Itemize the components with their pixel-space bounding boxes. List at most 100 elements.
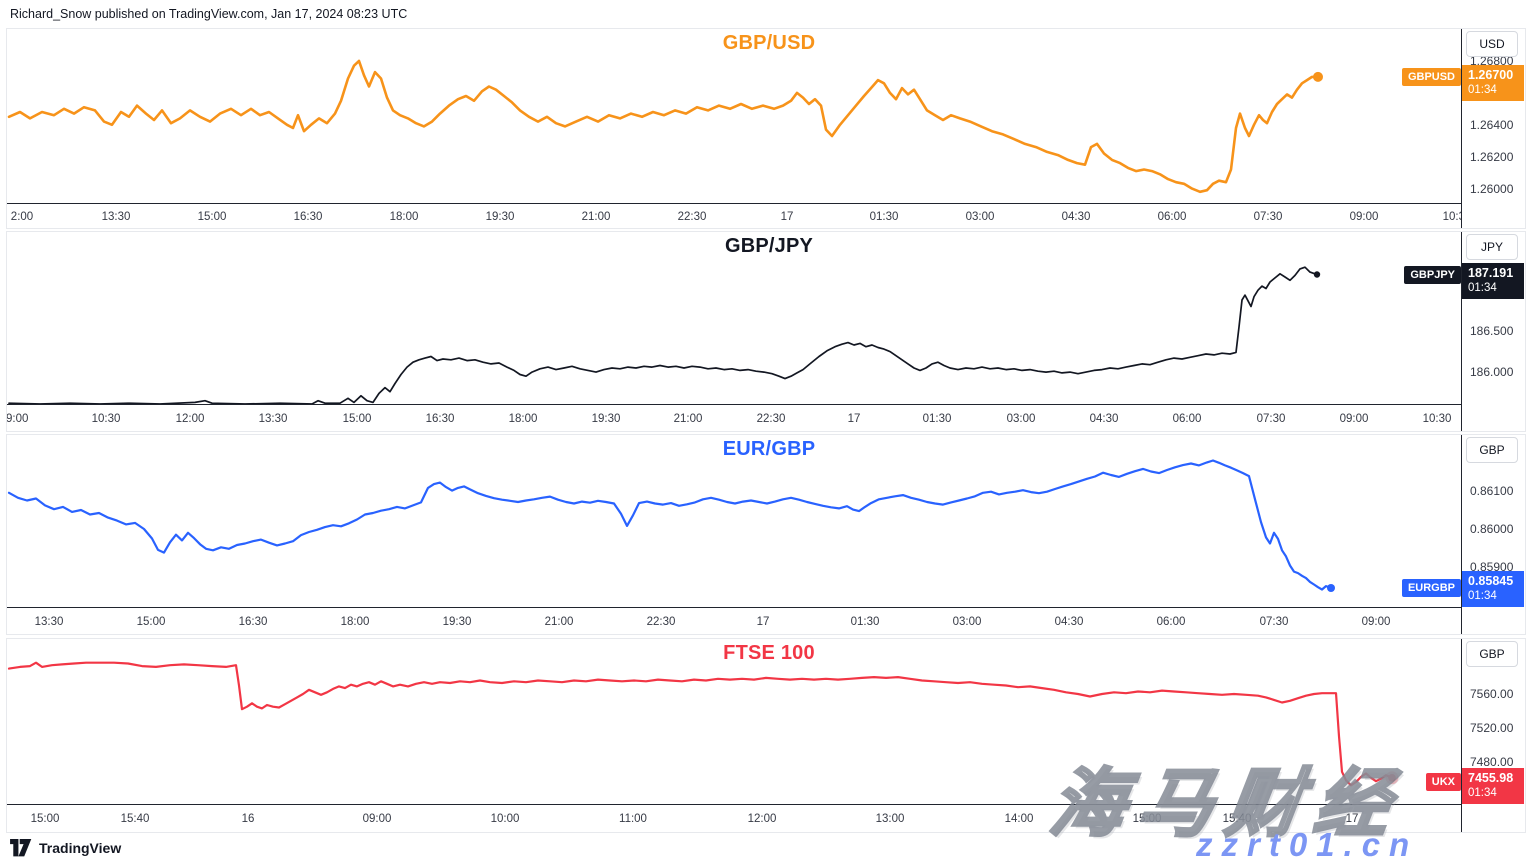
countdown-timer: 01:34 (1468, 590, 1497, 602)
price-axis-line (1461, 232, 1462, 431)
last-price-badge: 7455.98 01:34 (1462, 768, 1524, 804)
time-axis[interactable]: 13:30 15:00 16:30 18:00 19:30 21:00 22:30 17 01:… (7, 607, 1461, 634)
last-price-dot (1388, 774, 1396, 782)
time-axis-tick-label: 06:00 (1172, 412, 1202, 425)
time-axis-tick-label: 03:00 (1006, 412, 1036, 425)
price-axis-tick-label: 1.26200 (1470, 149, 1514, 164)
time-axis-tick-label: 19:30 (442, 615, 472, 628)
last-price-badge: 0.85845 01:34 (1462, 571, 1524, 607)
time-axis-tick-label: 14:00 (1004, 813, 1034, 825)
chart-plot-area[interactable]: FTSE 100 (7, 639, 1461, 804)
chart-panel-eurgbp: EUR/GBP 13:30 15:00 16:30 18:00 19:30 21:00 22… (6, 434, 1526, 635)
chart-title: GBP/JPY (724, 235, 814, 257)
chart-panel-gbpusd: GBP/USD 2:00 13:30 15:00 16:30 18:00 19:30 21:… (6, 28, 1526, 229)
currency-button[interactable]: USD (1466, 31, 1518, 57)
footer-brand: TradingView (10, 839, 121, 857)
time-axis-tick-label: 07:30 (1253, 210, 1283, 223)
time-axis-tick-label: 15:00 (1132, 813, 1162, 825)
time-axis-tick-label: 06:00 (1156, 615, 1186, 628)
last-price-dot (1313, 71, 1323, 82)
time-axis-tick-label: 09:00 (1339, 412, 1369, 425)
time-axis-tick-label: 13:30 (258, 412, 288, 425)
time-axis-tick-label: 12:00 (747, 813, 777, 825)
time-axis-tick-label: 15:00 (197, 210, 227, 223)
time-axis[interactable]: 15:00 15:40 16 09:00 10:00 11:00 12:00 13:00 14:… (7, 804, 1461, 832)
countdown-timer: 01:34 (1468, 83, 1497, 96)
last-price-badge: 1.26700 01:34 (1462, 64, 1524, 101)
time-axis-tick-label: 10:00 (490, 813, 520, 825)
time-axis-tick-label: 19:30 (591, 412, 621, 425)
currency-button[interactable]: GBP (1466, 641, 1518, 667)
time-axis-tick-label: 06:00 (1157, 210, 1187, 223)
price-series-line (7, 459, 1335, 592)
time-axis[interactable]: 2:00 13:30 15:00 16:30 18:00 19:30 21:00 22:30 1… (7, 203, 1461, 228)
price-axis-line (1461, 29, 1462, 228)
time-axis-tick-label: 21:00 (544, 615, 574, 628)
countdown-timer: 01:34 (1468, 281, 1497, 294)
chart-plot-area[interactable]: EUR/GBP (7, 435, 1461, 607)
time-axis-tick-label: 22:30 (756, 412, 786, 425)
time-axis-tick-label: 15:00 (30, 813, 60, 825)
last-price-dot (1313, 271, 1321, 278)
time-axis-tick-label: 18:00 (508, 412, 538, 425)
time-axis-tick-label: 18:00 (340, 615, 370, 628)
time-axis-tick-label: 07:30 (1256, 412, 1286, 425)
chart-title: FTSE 100 (723, 642, 815, 664)
time-axis-tick-label: 17 (847, 412, 861, 425)
time-axis-tick-label: 16:30 (238, 615, 268, 628)
last-price-badge: 187.191 01:34 (1462, 262, 1524, 299)
time-axis-tick-label: 01:30 (922, 412, 952, 425)
price-axis-tick-label: 7560.00 (1470, 687, 1514, 701)
tradingview-logo-icon (10, 839, 32, 857)
last-price-value: 187.191 (1468, 265, 1514, 280)
currency-button[interactable]: GBP (1466, 437, 1518, 463)
watermark-site-url: zzrt01.cn (1196, 826, 1419, 863)
price-axis-tick-label: 1.26400 (1470, 117, 1514, 132)
time-axis-tick-label: 17 (756, 615, 770, 628)
price-series-line (7, 59, 1323, 194)
time-axis-tick-label: 09:00 (1349, 210, 1379, 223)
symbol-badge: EURGBP (1401, 578, 1461, 597)
price-axis-tick-label: 186.500 (1470, 324, 1514, 339)
time-axis-tick-label: 09:00 (1361, 615, 1391, 628)
symbol-badge: UKX (1425, 773, 1461, 792)
last-price-value: 7455.98 (1468, 771, 1514, 785)
time-axis-tick-label: 09:00 (7, 412, 29, 425)
chart-panel-ftse100: FTSE 100 15:00 15:40 16 09:00 10:00 11:00 12:0… (6, 638, 1526, 833)
brand-name: TradingView (39, 840, 122, 856)
price-axis-line (1461, 639, 1462, 832)
time-axis-tick-label: 11:00 (619, 813, 647, 825)
time-axis-tick-label: 16:30 (425, 412, 455, 425)
symbol-badge: GBPUSD (1401, 67, 1461, 86)
time-axis-tick-label: 10:30 (1422, 412, 1452, 425)
time-axis-tick-label: 15:40 (120, 813, 150, 825)
time-axis[interactable]: 09:00 10:30 12:00 13:30 15:00 16:30 18:00 19:30… (7, 404, 1461, 431)
price-axis-line (1461, 435, 1462, 634)
time-axis-tick-label: 04:30 (1089, 412, 1119, 425)
last-price-value: 1.26700 (1468, 67, 1514, 82)
time-axis-tick-label: 16:30 (293, 210, 323, 223)
price-axis-tick-label: 1.26800 (1470, 53, 1514, 68)
time-axis-tick-label: 04:30 (1054, 615, 1084, 628)
price-axis-tick-label: 0.86100 (1470, 483, 1514, 498)
currency-button[interactable]: JPY (1466, 234, 1518, 260)
time-axis-tick-label: 16 (241, 813, 255, 825)
price-axis-tick-label: 0.85900 (1470, 560, 1514, 575)
time-axis-tick-label: 21:00 (581, 210, 611, 223)
time-axis-tick-label: 12:00 (175, 412, 205, 425)
attribution-text: Richard_Snow published on TradingView.co… (10, 7, 408, 21)
time-axis-tick-label: 13:30 (101, 210, 131, 223)
time-axis-tick-label: 13:30 (34, 615, 64, 628)
price-axis-tick-label: 7520.00 (1470, 720, 1514, 735)
time-axis-tick-label: 03:00 (965, 210, 995, 223)
last-price-dot (1327, 584, 1335, 592)
chart-plot-area[interactable]: GBP/JPY (7, 232, 1461, 404)
time-axis-tick-label: 15:00 (136, 615, 166, 628)
time-axis-tick-label: 01:30 (850, 615, 880, 628)
time-axis-tick-label: 18:00 (389, 210, 419, 223)
chart-plot-area[interactable]: GBP/USD (7, 29, 1461, 203)
time-axis-tick-label: 10:30 (91, 412, 121, 425)
time-axis-tick-label: 13:00 (875, 813, 905, 825)
price-series-line (8, 266, 1321, 404)
